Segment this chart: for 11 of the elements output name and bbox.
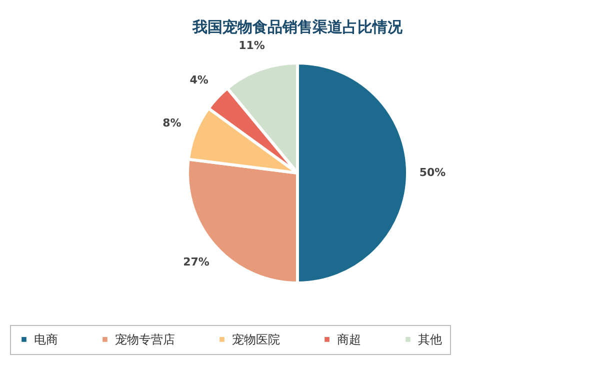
- data-label: 50%: [419, 166, 446, 179]
- legend-label: 其他: [418, 332, 442, 346]
- legend-label: 电商: [34, 332, 58, 346]
- chart-title: 我国宠物食品销售渠道占比情况: [192, 18, 404, 36]
- data-label: 27%: [183, 255, 210, 268]
- data-label: 8%: [162, 116, 182, 130]
- data-label: 4%: [190, 74, 208, 87]
- legend-label: 宠物专营店: [115, 332, 175, 346]
- data-label: 11%: [238, 38, 265, 52]
- legend-label: 商超: [337, 332, 361, 346]
- legend-label: 宠物医院: [232, 332, 280, 346]
